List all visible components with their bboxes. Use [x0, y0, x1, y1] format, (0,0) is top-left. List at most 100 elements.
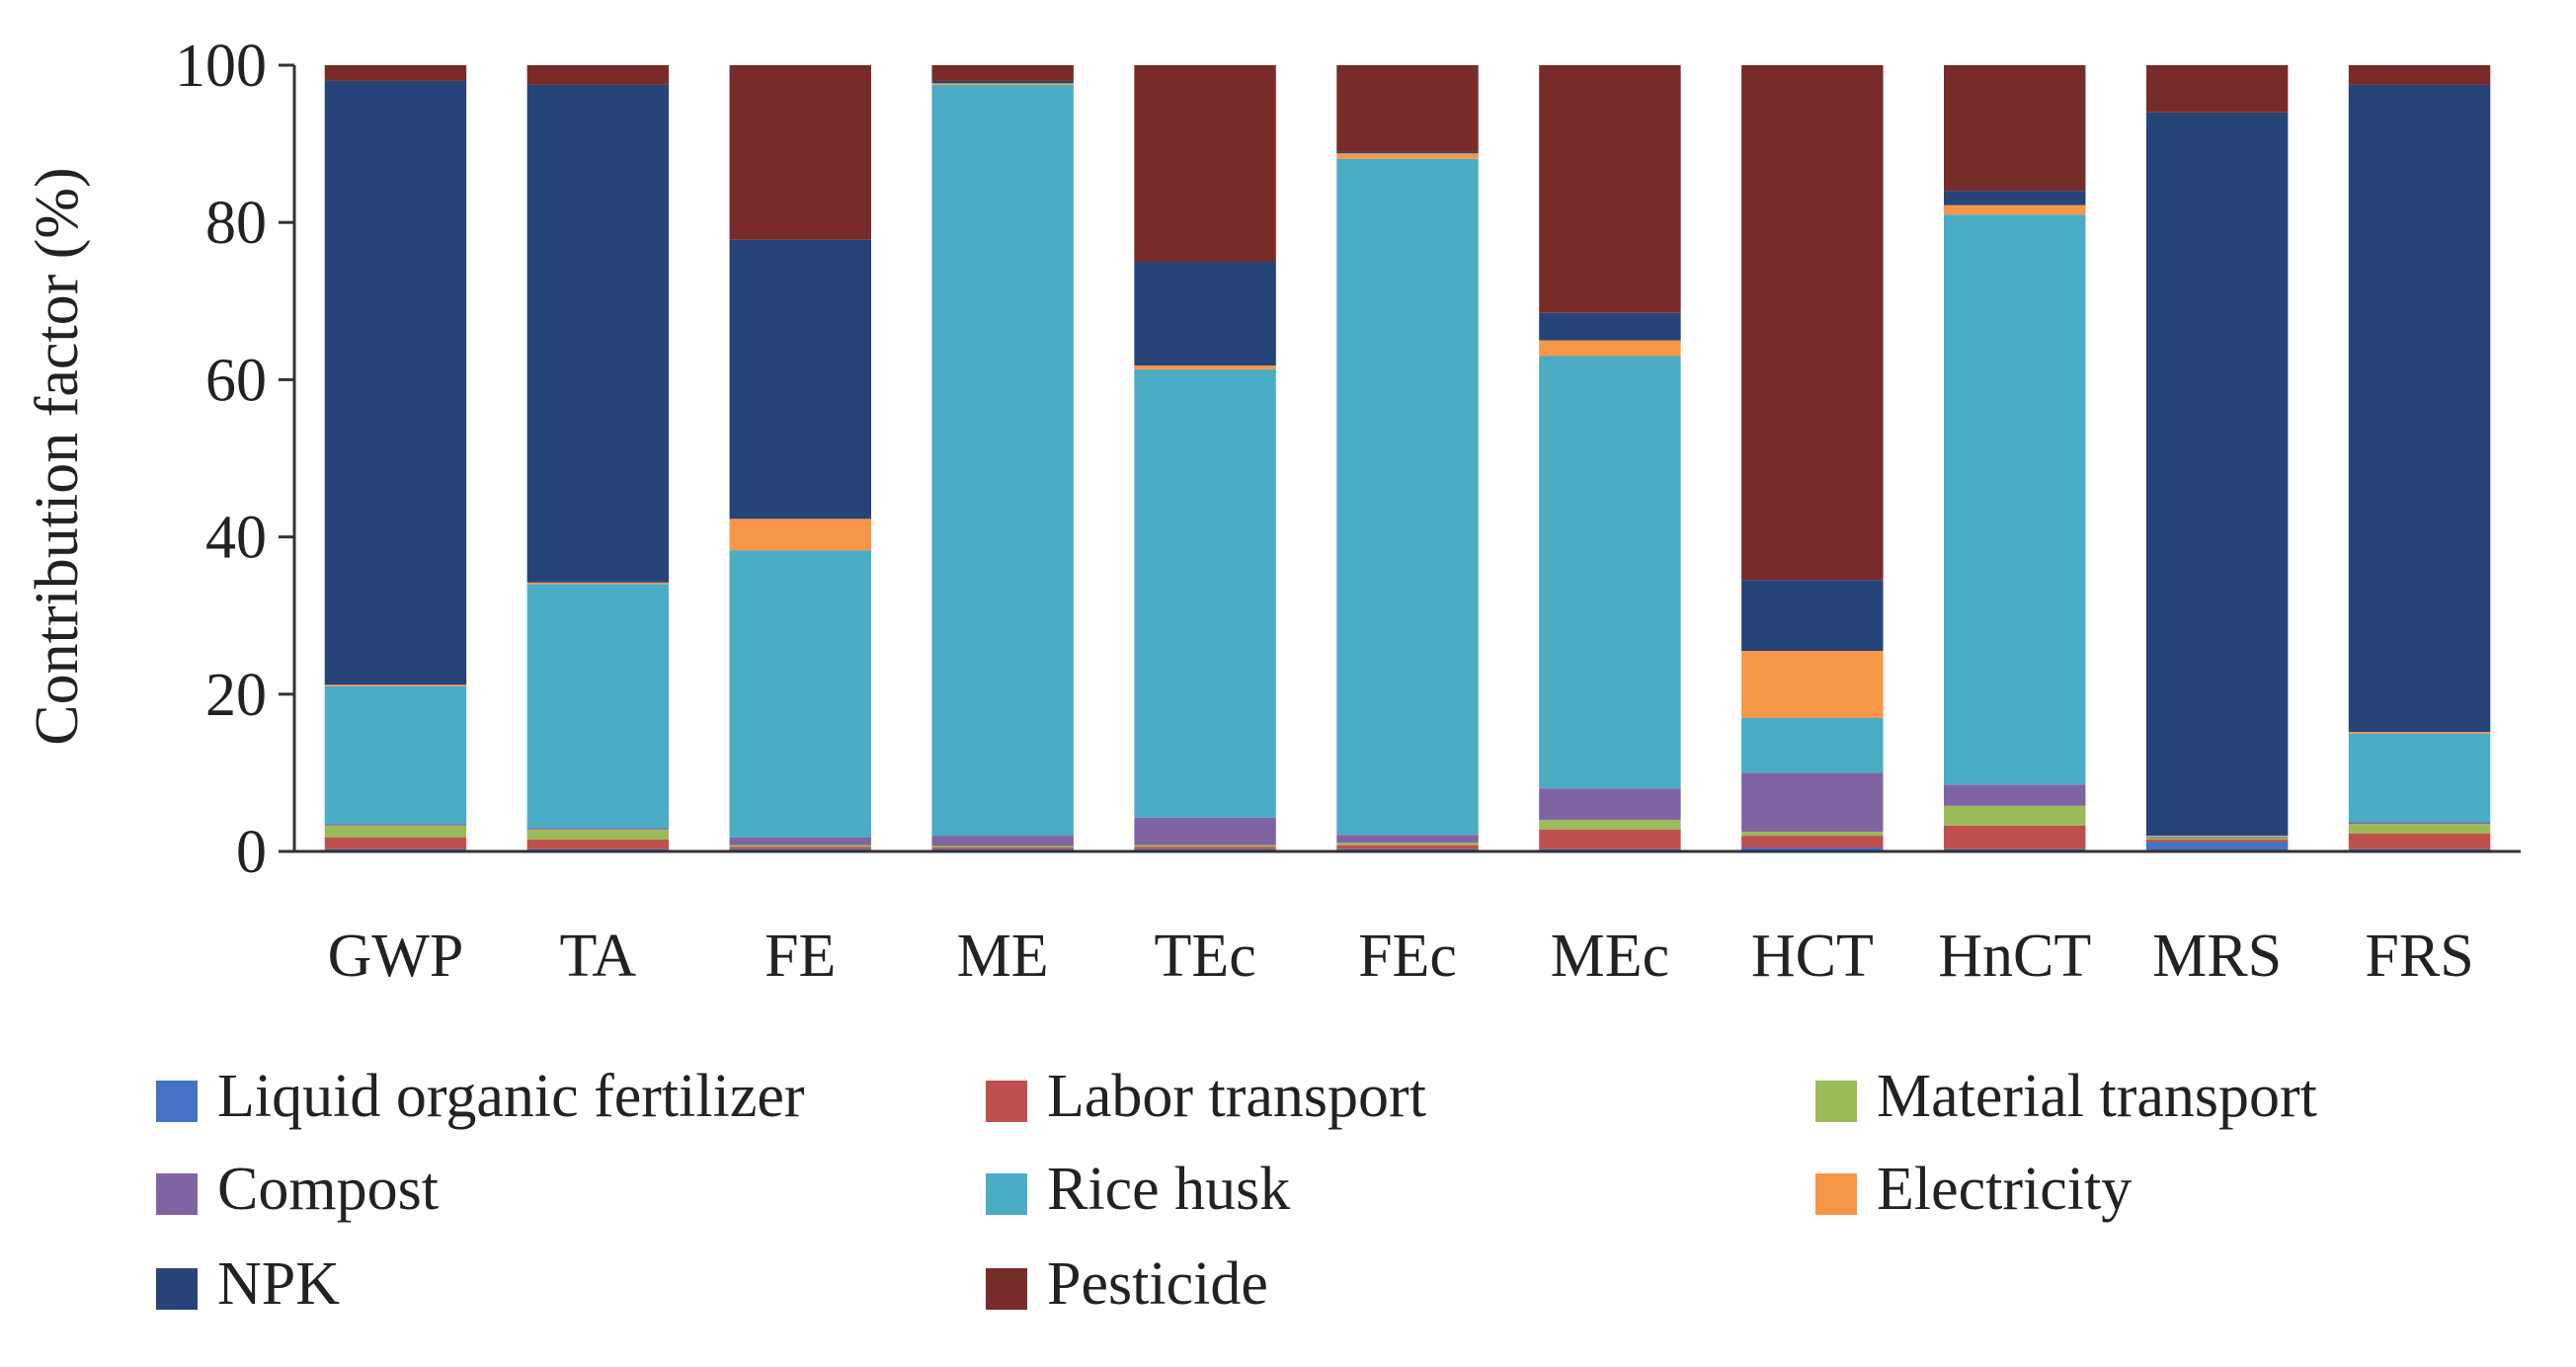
y-tick-label-40: 40	[205, 505, 267, 572]
bar-fe-electricity	[729, 519, 871, 551]
bar-hnct-pesticide	[1944, 65, 2086, 192]
bar-ta-rice-husk	[526, 584, 670, 829]
bar-hnct-material-transport	[1944, 805, 2086, 826]
bar-frs-labor-transport	[2348, 833, 2491, 849]
bar-ta-compost	[526, 828, 670, 830]
x-tick-label-ta: TA	[560, 923, 637, 990]
bar-fe-rice-husk	[729, 550, 871, 838]
bar-hct-electricity	[1741, 651, 1884, 718]
bar-hct-labor-transport	[1741, 836, 1884, 848]
plot-area: 0 20 40 60 80 100 GWP TA FE ME TEc FEc MEc HCT HnCT MR…	[175, 33, 2521, 990]
bar-ta-pesticide	[526, 65, 670, 85]
bar-frs-pesticide	[2348, 65, 2491, 85]
bar-hct-npk	[1741, 580, 1884, 652]
bar-frs-material-transport	[2348, 824, 2491, 834]
x-tick-label-mec: MEc	[1551, 923, 1670, 990]
bar-fec-npk	[1336, 151, 1479, 154]
y-tick-label-20: 20	[205, 662, 267, 729]
x-tick-label-fe: FE	[765, 923, 836, 990]
bar-fe-compost	[729, 837, 871, 845]
bar-mrs-electricity	[2145, 836, 2289, 837]
bar-hnct-rice-husk	[1944, 214, 2086, 785]
bar-gwp-material-transport	[324, 825, 467, 838]
bar-fec-electricity	[1336, 153, 1479, 159]
bar-mec-compost	[1539, 788, 1681, 821]
y-ticks-group: 0 20 40 60 80 100	[175, 33, 294, 886]
bar-fec-rice-husk	[1336, 158, 1479, 836]
bar-gwp-compost	[324, 824, 467, 826]
bar-ta-electricity	[526, 582, 670, 585]
bar-mrs-pesticide	[2145, 65, 2289, 113]
legend-swatch-npk	[156, 1268, 198, 1310]
bar-mrs-npk	[2145, 112, 2289, 837]
bar-mec-material-transport	[1539, 820, 1681, 830]
bar-hnct-labor-transport	[1944, 825, 2086, 849]
bar-hnct-npk	[1944, 191, 2086, 205]
bar-me-npk	[931, 80, 1074, 84]
bar-fe-material-transport	[729, 844, 871, 847]
bar-fe-npk	[729, 239, 871, 520]
bar-mrs-compost	[2145, 837, 2289, 839]
legend-label-labor-transport: Labor transport	[1047, 1063, 1426, 1130]
y-tick-label-0: 0	[236, 819, 267, 886]
bar-fe-labor-transport	[729, 846, 871, 849]
legend-swatch-rice-husk	[986, 1173, 1027, 1215]
bar-gwp-labor-transport	[324, 837, 467, 849]
bar-tec-rice-husk	[1134, 369, 1276, 818]
legend-label-electricity: Electricity	[1877, 1156, 2132, 1223]
bar-hct-material-transport	[1741, 832, 1884, 837]
bar-ta-npk	[526, 84, 670, 583]
bar-me-pesticide	[931, 65, 1074, 81]
bar-hct-pesticide	[1741, 65, 1884, 581]
bar-hct-compost	[1741, 772, 1884, 833]
bar-hnct-compost	[1944, 784, 2086, 806]
bar-tec-pesticide	[1134, 65, 1276, 262]
bar-mec-electricity	[1539, 340, 1681, 357]
legend: Liquid organic fertilizer Labor transport…	[156, 1063, 2317, 1318]
bar-mec-labor-transport	[1539, 829, 1681, 849]
bar-frs-electricity	[2348, 732, 2491, 734]
bar-hnct-electricity	[1944, 204, 2086, 215]
bar-me-electricity	[931, 83, 1074, 85]
x-tick-label-frs: FRS	[2365, 923, 2473, 990]
bar-frs-rice-husk	[2348, 733, 2491, 823]
x-tick-label-hct: HCT	[1751, 923, 1874, 990]
legend-label-liquid-organic-fertilizer: Liquid organic fertilizer	[217, 1063, 805, 1130]
bar-gwp-rice-husk	[324, 685, 467, 825]
bar-mrs-liquid-organic-fertilizer	[2145, 842, 2289, 851]
bar-me-material-transport	[931, 845, 1074, 848]
bar-me-labor-transport	[931, 847, 1074, 849]
x-tick-label-tec: TEc	[1154, 923, 1255, 990]
bar-me-rice-husk	[931, 84, 1074, 837]
bar-gwp-electricity	[324, 684, 467, 686]
bar-tec-material-transport	[1134, 844, 1276, 847]
legend-swatch-liquid-organic-fertilizer	[156, 1081, 198, 1122]
x-tick-label-gwp: GWP	[328, 923, 464, 990]
legend-label-rice-husk: Rice husk	[1047, 1156, 1290, 1223]
x-tick-label-fec: FEc	[1358, 923, 1457, 990]
y-tick-label-60: 60	[205, 347, 267, 414]
bar-fec-pesticide	[1336, 65, 1479, 152]
bar-tec-electricity	[1134, 365, 1276, 370]
bar-mrs-labor-transport	[2145, 840, 2289, 843]
y-tick-label-100: 100	[175, 33, 267, 100]
bar-tec-npk	[1134, 262, 1276, 366]
bar-frs-npk	[2348, 84, 2491, 733]
x-labels-group: GWP TA FE ME TEc FEc MEc HCT HnCT MRS FRS	[328, 923, 2474, 990]
bar-mec-npk	[1539, 312, 1681, 341]
bar-gwp-pesticide	[324, 65, 467, 81]
bar-gwp-npk	[324, 80, 467, 685]
y-axis-title: Contribution factor (%)	[24, 167, 91, 745]
bar-fec-labor-transport	[1336, 844, 1479, 849]
bar-ta-labor-transport	[526, 840, 670, 849]
x-tick-label-hnct: HnCT	[1938, 923, 2091, 990]
legend-label-material-transport: Material transport	[1877, 1063, 2317, 1130]
bar-mrs-material-transport	[2145, 838, 2289, 841]
legend-swatch-electricity	[1815, 1173, 1857, 1215]
bar-fec-material-transport	[1336, 843, 1479, 845]
bar-mec-pesticide	[1539, 65, 1681, 313]
bar-hct-rice-husk	[1741, 717, 1884, 773]
bar-frs-compost	[2348, 822, 2491, 825]
legend-label-compost: Compost	[217, 1156, 439, 1223]
